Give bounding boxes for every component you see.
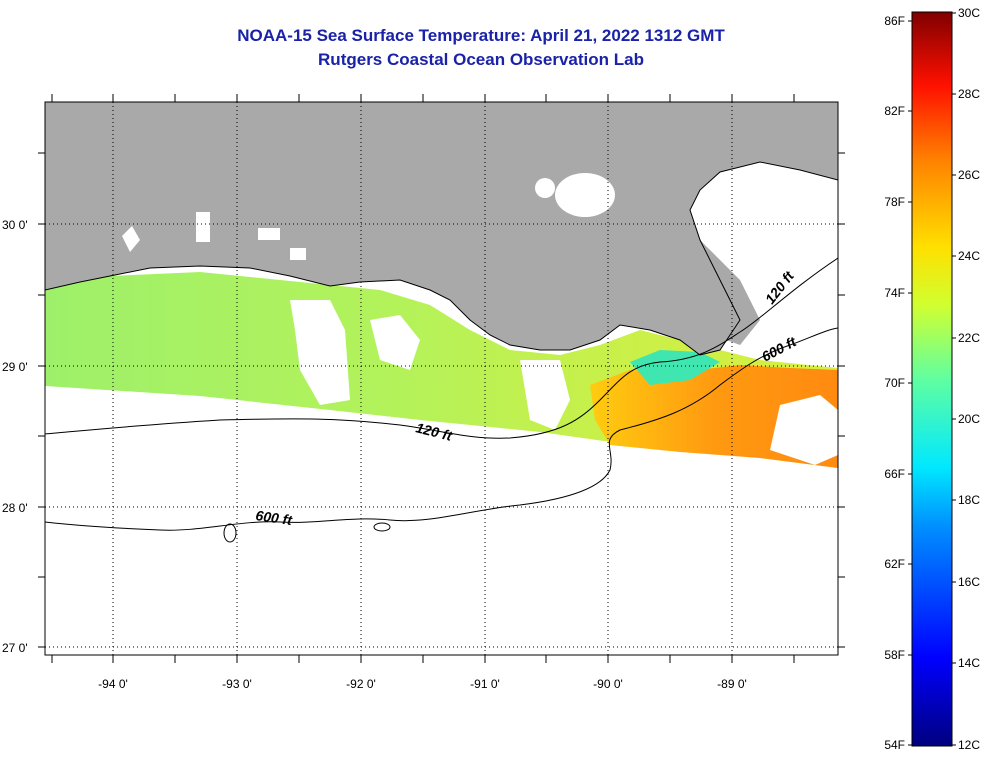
y-tick-label: 27 0' [2, 641, 28, 655]
isobath-120ft [45, 257, 838, 439]
colorbar-f-label: 62F [884, 557, 905, 571]
colorbar-c-label: 30C [958, 6, 980, 20]
lake [258, 228, 280, 240]
colorbar [911, 11, 953, 747]
map-subtitle: Rutgers Coastal Ocean Observation Lab [318, 50, 644, 69]
lake [196, 212, 210, 242]
gridlines [45, 102, 838, 655]
cloud-patch [770, 395, 838, 465]
isobath-600ft-island [223, 523, 237, 543]
colorbar-f-label: 74F [884, 286, 905, 300]
plot-frame [44, 101, 839, 656]
colorbar-c-label: 16C [958, 575, 980, 589]
delta-land [640, 240, 760, 345]
lake [535, 178, 555, 198]
map-plot-area [45, 102, 838, 655]
x-tick-label: -92 0' [346, 677, 376, 691]
colorbar-c-label: 20C [958, 412, 980, 426]
map-title: NOAA-15 Sea Surface Temperature: April 2… [237, 26, 725, 45]
colorbar-c-label: 24C [958, 249, 980, 263]
colorbar-f-label: 54F [884, 738, 905, 752]
x-tick-label: -94 0' [98, 677, 128, 691]
colorbar-f-label: 70F [884, 376, 905, 390]
lake [122, 226, 140, 252]
colorbar-c-label: 22C [958, 331, 980, 345]
lake [700, 185, 820, 275]
cloud-patch [370, 315, 420, 370]
coastline [45, 161, 838, 356]
isobath-600ft [45, 327, 838, 531]
isobath-label: 600 ft [255, 507, 295, 528]
land-mass [45, 102, 838, 355]
x-tick-label: -93 0' [222, 677, 252, 691]
colorbar-f-label: 86F [884, 14, 905, 28]
colorbar-c-label: 18C [958, 493, 980, 507]
tick-marks [38, 94, 845, 663]
colorbar-f-label: 58F [884, 648, 905, 662]
cool-plume [630, 350, 720, 385]
colorbar-f-label: 82F [884, 104, 905, 118]
colorbar-f-label: 66F [884, 467, 905, 481]
colorbar-c-label: 14C [958, 656, 980, 670]
x-tick-label: -91 0' [470, 677, 500, 691]
cloud-patch [520, 360, 570, 430]
y-tick-label: 28 0' [2, 501, 28, 515]
y-tick-label: 29 0' [2, 360, 28, 374]
colorbar-c-label: 26C [958, 168, 980, 182]
x-tick-label: -90 0' [593, 677, 623, 691]
lake [290, 248, 306, 260]
colorbar-c-label: 12C [958, 738, 980, 752]
colorbar-c-label: 28C [958, 87, 980, 101]
cloud-patch [290, 300, 350, 405]
colorbar-f-label: 78F [884, 195, 905, 209]
colorbar-ticks [908, 12, 956, 746]
isobath-600ft-island [373, 522, 391, 532]
y-tick-label: 30 0' [2, 218, 28, 232]
lake [555, 173, 615, 217]
x-tick-label: -89 0' [717, 677, 747, 691]
